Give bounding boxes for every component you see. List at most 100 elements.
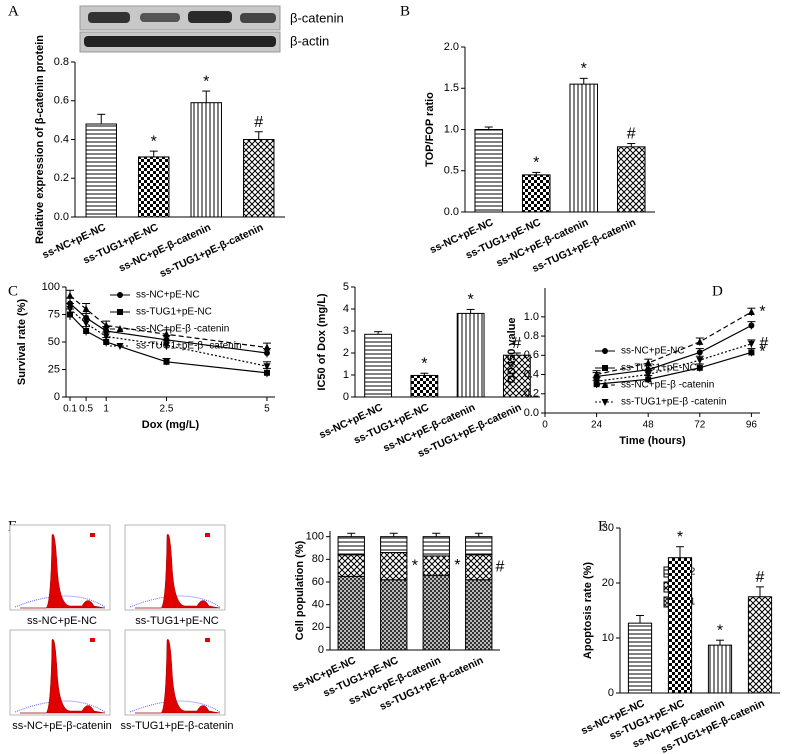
bar-segment	[337, 554, 365, 577]
marker	[602, 365, 608, 371]
y-tick-label: 0.8	[524, 330, 539, 342]
annotation: #	[759, 335, 768, 352]
annotation: *	[454, 557, 460, 574]
y-tick-label: 30	[602, 522, 614, 534]
annotation: *	[677, 529, 683, 546]
blot-label: β-actin	[290, 33, 329, 48]
histogram-peak	[135, 638, 221, 714]
bar-segment	[337, 536, 365, 556]
bar-segment	[465, 536, 493, 556]
y-tick-label: 2	[343, 347, 349, 359]
histogram-key	[90, 533, 95, 537]
bar-segment	[465, 579, 493, 651]
y-tick-label: 0.2	[524, 388, 539, 400]
bar-segment	[465, 554, 493, 581]
panel-letter: F	[598, 518, 606, 534]
marker	[696, 364, 703, 371]
legend-label: ss-TUG1+pE-NC	[621, 363, 697, 374]
marker	[102, 333, 110, 341]
x-tick-label: 72	[694, 420, 706, 431]
y-tick-label: 1.0	[444, 123, 459, 135]
marker	[696, 337, 704, 345]
marker	[162, 342, 170, 350]
marker	[601, 399, 609, 406]
y-tick-label: 0.0	[524, 407, 539, 419]
image-label: ss-TUG1+pE-NC	[135, 615, 218, 627]
annotation: #	[495, 558, 504, 575]
marker	[747, 340, 755, 348]
panel-letter: D	[712, 283, 723, 299]
line	[596, 351, 752, 385]
y-tick-label: 100	[42, 281, 60, 293]
bar	[190, 102, 222, 218]
bar	[456, 312, 485, 398]
bar	[707, 644, 733, 694]
marker	[117, 309, 123, 315]
y-tick-label: 25	[48, 363, 60, 375]
y-tick-label: 20	[602, 577, 614, 589]
bar	[747, 596, 773, 694]
y-tick-label: 0.6	[524, 349, 539, 361]
marker	[593, 378, 601, 386]
x-tick-label: 96	[746, 420, 758, 431]
bar	[502, 354, 531, 398]
marker	[601, 381, 609, 388]
annotation: #	[756, 569, 765, 586]
annotation: *	[412, 557, 418, 574]
bar-segment	[422, 574, 450, 651]
marker	[644, 371, 652, 379]
y-tick-label: 10	[602, 632, 614, 644]
image-label: ss-NC+pE-β-catenin	[12, 720, 112, 732]
bar	[243, 139, 275, 218]
bar-segment	[422, 536, 450, 557]
bar-segment	[380, 579, 408, 651]
y-tick-label: 0	[318, 644, 324, 656]
bar	[521, 174, 551, 213]
x-axis-label: Dox (mg/L)	[142, 419, 200, 431]
line	[596, 343, 752, 382]
bar-segment	[422, 555, 450, 576]
x-tick-label: 2.5	[160, 404, 174, 415]
y-tick-label: 40	[312, 599, 324, 611]
y-tick-label: 0	[608, 687, 614, 699]
y-tick-label: 0.0	[444, 206, 459, 218]
y-tick-label: 0.0	[54, 211, 69, 223]
annotation: *	[203, 73, 209, 90]
y-tick-label: 5	[343, 281, 349, 293]
histogram-peak	[135, 533, 221, 609]
bar	[474, 129, 504, 213]
y-axis-label: Relative expression of β-catenin protein	[34, 35, 46, 244]
annotation: *	[468, 292, 474, 309]
marker	[602, 348, 608, 354]
y-tick-label: 0.6	[54, 95, 69, 107]
marker	[163, 358, 170, 365]
marker	[117, 292, 123, 298]
histogram-key	[205, 533, 210, 537]
bar	[627, 622, 653, 694]
y-tick-label: 1.0	[524, 311, 539, 323]
y-axis-label: Survival rate (%)	[16, 299, 28, 386]
line	[596, 311, 752, 376]
marker	[102, 321, 110, 329]
legend-label: ss-NC+pE-NC	[621, 346, 685, 357]
marker	[593, 370, 601, 378]
annotation: #	[512, 335, 521, 352]
bar	[364, 333, 393, 398]
y-tick-label: 0.5	[444, 165, 459, 177]
histogram-peak	[20, 533, 106, 609]
marker	[103, 339, 110, 345]
panel-letter: A	[8, 3, 19, 19]
marker	[645, 366, 652, 373]
marker	[263, 350, 270, 356]
marker	[263, 343, 271, 351]
marker	[644, 359, 652, 366]
line	[596, 324, 752, 378]
marker	[162, 330, 170, 338]
panel-letter: B	[400, 3, 410, 19]
x-tick-label: 0.1	[63, 404, 77, 415]
bar	[85, 123, 117, 218]
marker	[66, 291, 74, 299]
y-tick-label: 0	[54, 391, 60, 403]
legend-label: ss-TUG1+pE-β -catenin	[136, 341, 242, 352]
